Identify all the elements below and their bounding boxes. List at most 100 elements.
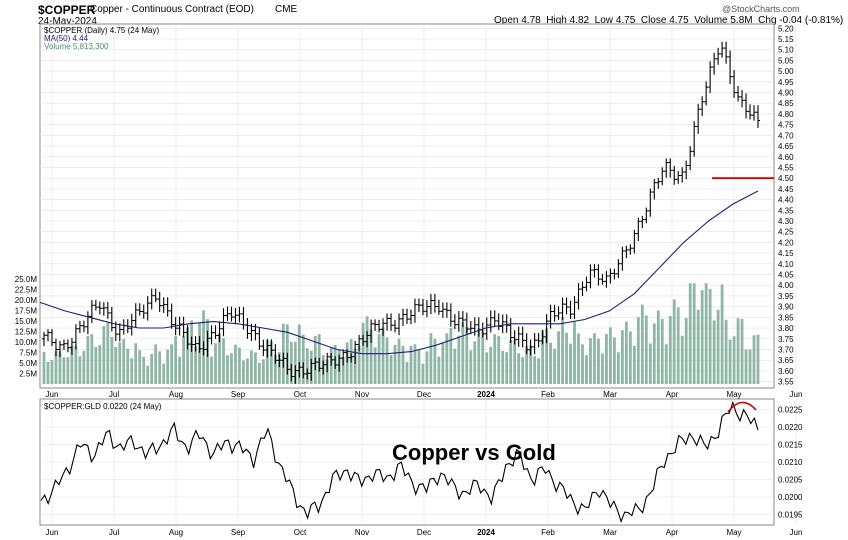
price-bar [528,339,533,356]
volume-bar [186,327,189,384]
volume-bar [549,342,552,384]
month-label: Dec [417,390,431,399]
price-bar [277,354,282,368]
price-bar [117,323,122,342]
volume-bar [692,283,696,384]
volume-bar [545,328,548,384]
volume-bar [70,346,74,384]
price-bar [492,310,497,327]
price-legend: $COPPER (Daily) 4.75 (24 May) [44,26,159,35]
price-bar [432,293,437,313]
ratio-tick-label: 0.0215 [778,441,803,450]
volume-bar [724,319,728,384]
price-bar [49,329,54,347]
month-label: Jun [790,390,803,399]
price-tick-label: 3.70 [778,345,794,354]
price-bar [508,317,513,343]
volume-tick-label: 5.0M [19,359,37,368]
price-bar [61,339,66,351]
volume-bar [636,317,640,384]
price-bar [756,105,760,128]
price-bar [412,298,417,323]
price-bar [496,313,501,331]
price-bar [596,264,601,286]
volume-bar [417,349,421,384]
quote-strip: Open 4.78 High 4.82 Low 4.75 Close 4.75 … [494,15,848,26]
price-bar [365,331,370,348]
price-bar [357,334,362,352]
volume-tick-label: 12.5M [15,328,38,337]
price-bar [169,303,174,329]
price-bar [520,326,525,348]
volume-bar [413,344,417,384]
price-bar [105,302,110,319]
volume-bar [640,304,644,384]
price-bar [349,353,354,363]
price-bar [608,268,613,284]
volume-bar [194,346,197,384]
volume-bar [573,321,576,384]
price-tick-label: 5.10 [778,46,794,55]
volume-bar [688,283,692,384]
volume-bar [613,337,616,384]
month-label: Feb [541,528,555,537]
price-bar [397,313,402,336]
volume-bar [473,341,477,384]
volume-bar [409,345,413,384]
volume-bar [158,351,162,384]
price-bar [684,160,689,180]
price-bar [652,179,657,200]
volume-bar [385,337,389,384]
volume-bar [98,345,102,384]
price-bar [381,318,386,336]
volume-bar [672,299,676,384]
price-bar [672,165,677,185]
price-bar [233,308,238,325]
month-label: Jun [790,528,803,537]
price-bar [572,296,577,319]
price-bar [444,302,449,318]
price-bar [740,90,745,108]
volume-bar [489,346,493,384]
price-bar [321,360,326,375]
volume-bar [198,323,201,384]
volume-bar [736,318,740,384]
volume-bar [154,344,158,384]
price-bar [420,298,425,316]
price-bar [301,362,306,379]
volume-bar [704,283,708,384]
volume-bar [353,348,357,384]
volume-bar [393,344,397,384]
price-bar [616,259,621,279]
volume-bar [429,333,433,384]
volume-bar [569,343,572,384]
volume-bar [481,331,485,384]
volume-bar [377,334,381,384]
price-bar [696,103,701,134]
volume-bar [680,335,684,384]
price-bar [77,320,82,334]
price-tick-label: 4.60 [778,153,794,162]
price-bar [632,229,637,254]
volume-bar [174,336,178,384]
price-bar [161,297,166,314]
volume-bar [445,333,449,384]
price-bar [325,352,330,373]
volume-tick-label: 20.0M [15,296,38,305]
price-tick-label: 5.15 [778,35,794,44]
contract-description: Copper - Continuous Contract (EOD) [90,4,254,15]
price-bar [540,329,545,345]
price-tick-label: 3.65 [778,356,794,365]
price-bar [89,299,94,323]
price-bar [181,316,186,338]
volume-bar [497,335,501,384]
price-bar [716,47,721,65]
chg-value: -0.04 (-0.81%) [779,15,844,26]
price-tick-label: 4.65 [778,142,794,151]
price-bar [584,276,589,292]
price-bar [688,146,693,171]
symbol-title: $COPPER [38,3,96,17]
price-bar [65,339,70,353]
volume-bar [90,334,94,384]
volume-bar [453,348,457,384]
